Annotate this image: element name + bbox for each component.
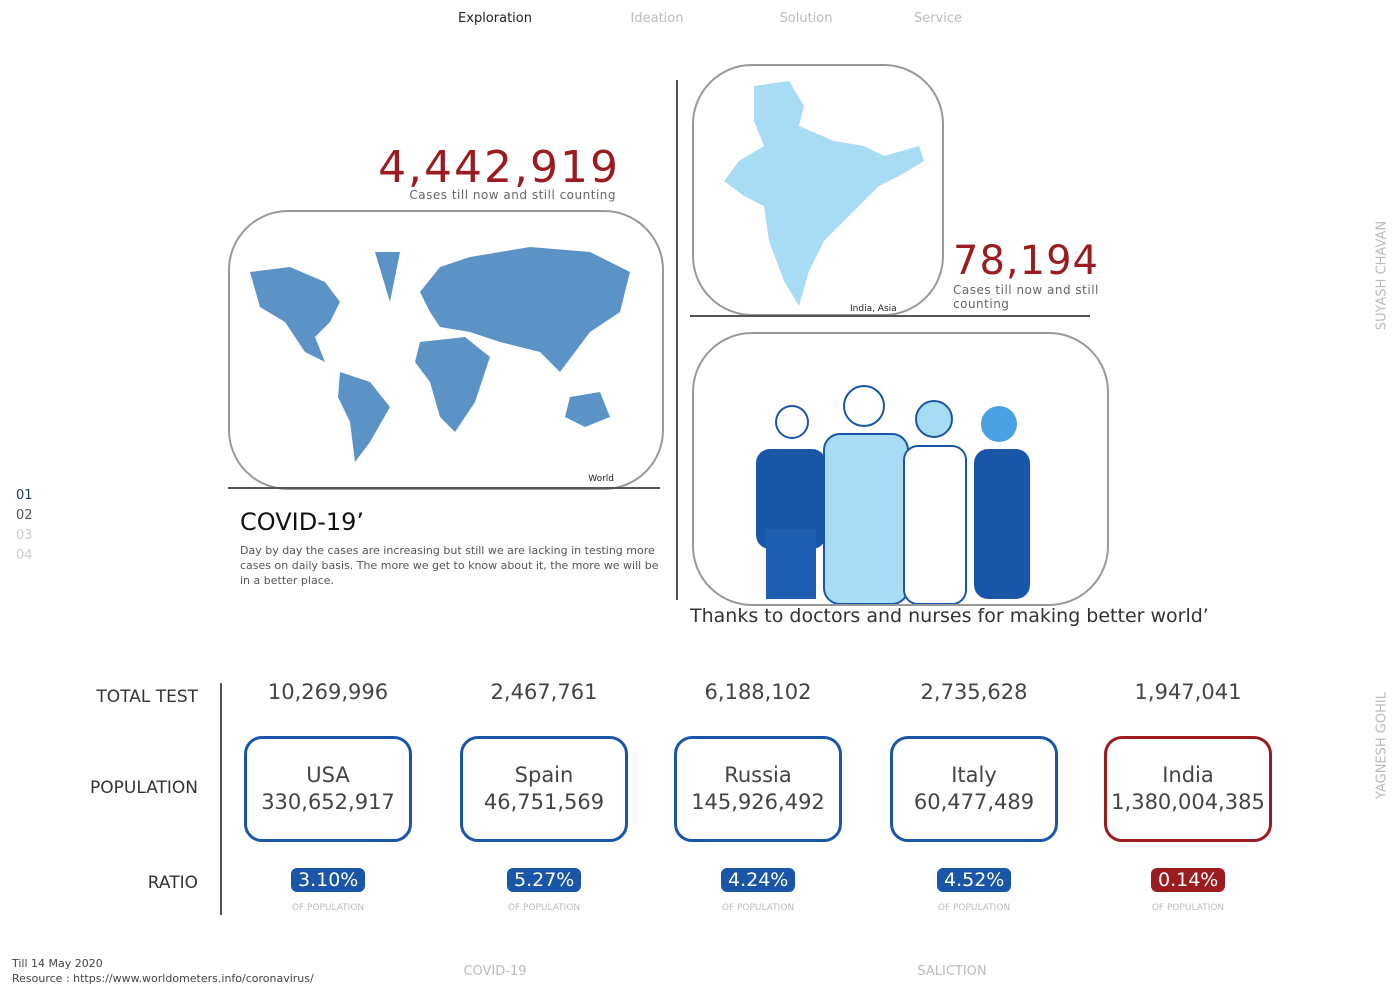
nav-item[interactable]: Exploration [458, 11, 532, 26]
divider [220, 683, 222, 915]
country-name: Spain [514, 763, 574, 787]
footer-date: Till 14 May 2020 [12, 957, 103, 970]
country-card: India 1,380,004,385 [1104, 736, 1272, 842]
ratio-note: OF POPULATION [721, 903, 795, 913]
footer-label: COVID-19 [463, 964, 527, 979]
world-card: World [228, 210, 664, 490]
page-number[interactable]: 02 [16, 508, 33, 523]
ratio-badge: 4.24% [721, 868, 796, 892]
total-tests: 2,467,761 [490, 680, 598, 704]
ratio-note: OF POPULATION [1151, 903, 1225, 913]
population: 330,652,917 [261, 790, 395, 814]
covid-title: COVID-19’ [240, 508, 365, 536]
page-number[interactable]: 04 [16, 548, 33, 563]
footer-source: Resource : https://www.worldometers.info… [12, 972, 314, 985]
world-map [250, 247, 630, 462]
ratio-badge: 0.14% [1151, 868, 1226, 892]
country-name: Russia [724, 763, 792, 787]
country-card: Italy 60,477,489 [890, 736, 1058, 842]
divider [676, 80, 678, 600]
population: 46,751,569 [483, 790, 605, 814]
footer-label: SALICTION [917, 964, 987, 979]
world-count: 4,442,919 [378, 142, 620, 193]
side-name: YAGNESH GOHIL [1374, 692, 1390, 799]
doctors-caption: Thanks to doctors and nurses for making … [690, 605, 1209, 627]
row-label: TOTAL TEST [96, 687, 198, 707]
india-caption: Cases till now and still counting [953, 283, 1099, 311]
ratio-note: OF POPULATION [291, 903, 365, 913]
total-tests: 6,188,102 [704, 680, 812, 704]
total-tests: 2,735,628 [920, 680, 1028, 704]
page-number[interactable]: 01 [16, 488, 33, 503]
world-caption: Cases till now and still counting [409, 188, 616, 202]
doctors-card [692, 332, 1109, 606]
side-name: SUYASH CHAVAN [1374, 220, 1390, 331]
total-tests: 10,269,996 [267, 680, 389, 704]
page-number[interactable]: 03 [16, 528, 33, 543]
india-label: India, Asia [850, 304, 897, 314]
population: 145,926,492 [691, 790, 825, 814]
india-card: India, Asia [692, 64, 944, 316]
row-label: RATIO [147, 873, 198, 893]
country-card: USA 330,652,917 [244, 736, 412, 842]
country-name: USA [306, 763, 350, 787]
country-card: Russia 145,926,492 [674, 736, 842, 842]
india-count: 78,194 [953, 238, 1099, 284]
ratio-note: OF POPULATION [507, 903, 581, 913]
country-card: Spain 46,751,569 [460, 736, 628, 842]
population: 1,380,004,385 [1111, 790, 1265, 814]
nav-item[interactable]: Solution [779, 11, 833, 26]
nav-item[interactable]: Service [913, 11, 963, 26]
ratio-badge: 3.10% [291, 868, 366, 892]
doctors-illustration [756, 385, 1030, 605]
total-tests: 1,947,041 [1134, 680, 1242, 704]
ratio-badge: 5.27% [507, 868, 582, 892]
nav-item[interactable]: Ideation [630, 11, 684, 26]
country-name: Italy [951, 763, 997, 787]
world-label: World [588, 474, 614, 484]
divider [690, 315, 1090, 317]
covid-text: Day by day the cases are increasing but … [240, 544, 659, 587]
ratio-note: OF POPULATION [937, 903, 1011, 913]
ratio-badge: 4.52% [937, 868, 1012, 892]
country-name: India [1162, 763, 1214, 787]
divider [228, 487, 660, 489]
row-label: POPULATION [90, 778, 198, 798]
india-map [724, 81, 924, 306]
population: 60,477,489 [913, 790, 1035, 814]
